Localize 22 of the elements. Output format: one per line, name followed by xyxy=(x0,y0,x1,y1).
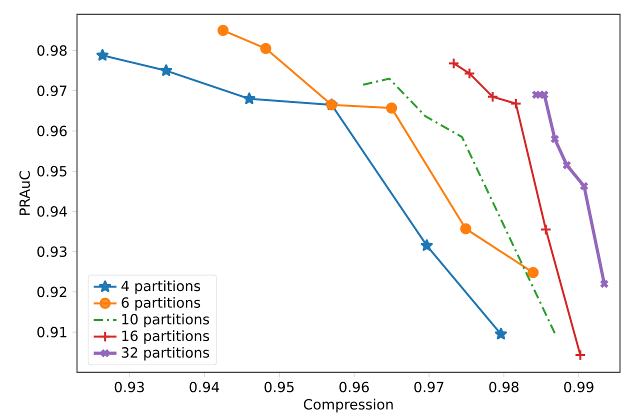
y-axis-title: PRAuC xyxy=(19,171,30,215)
legend-label: 6 partitions xyxy=(122,297,200,311)
y-tick-label: 0.92 xyxy=(37,286,66,298)
x-tick-label: 0.97 xyxy=(414,382,444,392)
legend-label: 32 partitions xyxy=(122,346,210,360)
y-tick-label: 0.95 xyxy=(37,166,66,176)
x-tick-label: 0.93 xyxy=(114,382,144,392)
y-tick-label: 0.91 xyxy=(37,326,66,338)
x-tick-label: 0.98 xyxy=(489,382,519,392)
y-tick-label: 0.97 xyxy=(37,85,66,96)
x-axis-title: Compression xyxy=(304,398,393,412)
x-tick-label: 0.94 xyxy=(190,382,220,392)
x-tick-label: 0.95 xyxy=(264,382,294,392)
legend-label: 10 partitions xyxy=(122,314,210,328)
legend-label: 16 partitions xyxy=(122,330,210,344)
y-tick-label: 0.96 xyxy=(37,126,67,136)
x-tick-label: 0.99 xyxy=(564,382,594,392)
y-tick-label: 0.93 xyxy=(37,246,66,257)
y-tick-label: 0.98 xyxy=(37,45,67,56)
x-tick-label: 0.96 xyxy=(339,382,369,392)
y-tick-label: 0.94 xyxy=(37,206,67,217)
legend-label: 4 partitions xyxy=(121,280,200,294)
